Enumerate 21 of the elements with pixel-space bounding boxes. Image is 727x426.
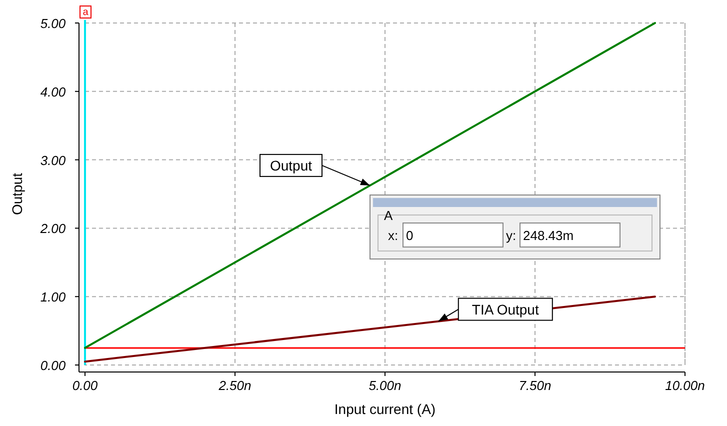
annotation: A xyxy=(384,208,393,223)
x-tick-label: 0.00 xyxy=(72,378,98,393)
y-axis-title: Output xyxy=(9,172,25,216)
x-tick-label: 5.00n xyxy=(368,378,402,393)
x-axis-title: Input current (A) xyxy=(334,401,436,417)
y-tick-label: 2.00 xyxy=(39,221,66,236)
x-tick-label: 10.00n xyxy=(665,378,705,393)
text: Output xyxy=(270,157,312,174)
y-tick-label: 4.00 xyxy=(40,84,66,100)
annotation: 0 xyxy=(406,228,414,243)
y-tick-label: 5.00 xyxy=(40,16,66,31)
y-tick-label: 3.00 xyxy=(40,152,66,168)
x-tick-label: 2.50n xyxy=(218,378,252,393)
ref-line-label: a xyxy=(82,7,89,18)
annotation: x: xyxy=(388,228,398,243)
annotation: 248.43m xyxy=(523,228,574,243)
annotation: y: xyxy=(506,228,516,243)
series-label: TIA Output xyxy=(472,301,539,318)
x-tick-label: 7.50n xyxy=(518,378,552,393)
y-tick-label: 1.00 xyxy=(40,290,66,305)
y-tick-label: 0.00 xyxy=(40,358,66,373)
